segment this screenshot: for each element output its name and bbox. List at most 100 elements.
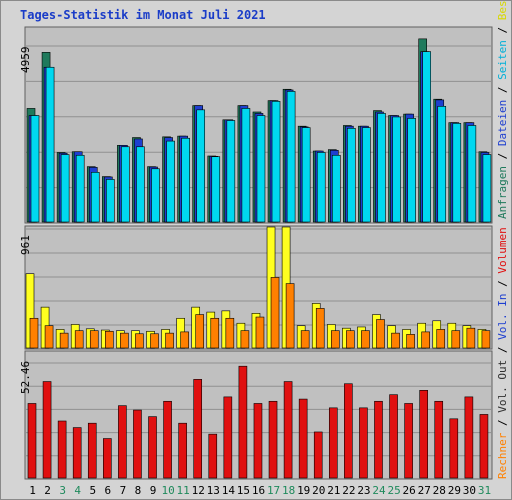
- x-tick-label-day-21: 21: [327, 484, 340, 497]
- top-legend-vertical: Anfragen / Dateien / Seiten / Besuche: [496, 0, 509, 219]
- x-tick-label-day-23: 23: [357, 484, 370, 497]
- bar-rechner-day-3: [59, 332, 69, 349]
- legend-text-3: /: [496, 339, 509, 360]
- x-tick-label-day-25: 25: [387, 484, 400, 497]
- bar-volumen-day-2: [42, 381, 52, 479]
- bar-rechner-day-27: [421, 331, 430, 349]
- bar-seiten-day-7: [121, 146, 130, 223]
- bar-rechner-day-24: [376, 319, 385, 349]
- bar-rechner-day-13: [210, 317, 220, 349]
- x-tick-label-day-1: 1: [29, 484, 36, 497]
- bar-volumen-day-8: [133, 409, 142, 479]
- bar-seiten-day-18: [286, 91, 296, 223]
- bar-seiten-day-15: [241, 108, 251, 223]
- x-tick-label-day-24: 24: [372, 484, 386, 497]
- bar-seiten-day-4: [75, 154, 85, 223]
- bar-seiten-day-2: [45, 66, 55, 223]
- legend-text-4: Vol. In: [496, 293, 509, 340]
- bar-volumen-day-22: [344, 383, 353, 479]
- bar-rechner-day-11: [180, 331, 189, 349]
- x-tick-label-day-6: 6: [105, 484, 112, 497]
- bar-rechner-day-19: [300, 330, 310, 349]
- legend-text-4: Seiten: [496, 40, 509, 80]
- bar-seiten-day-3: [60, 154, 70, 223]
- bar-volumen-day-15: [238, 365, 248, 479]
- legend-text-6: Volumen: [496, 227, 509, 274]
- bar-volumen-day-21: [328, 407, 338, 479]
- bar-rechner-day-15: [240, 330, 250, 349]
- x-tick-label-day-16: 16: [252, 484, 265, 497]
- bar-rechner-day-6: [105, 330, 114, 349]
- legend-text-2: Dateien: [496, 99, 509, 147]
- bar-seiten-day-12: [196, 109, 206, 223]
- bar-seiten-day-23: [362, 127, 371, 223]
- bar-volumen-day-28: [434, 400, 444, 479]
- legend-text-1: /: [496, 412, 509, 433]
- bar-seiten-day-30: [467, 125, 477, 223]
- x-tick-label-day-19: 19: [297, 484, 310, 497]
- bar-rechner-day-9: [150, 333, 159, 349]
- bar-seiten-day-10: [166, 140, 175, 223]
- bar-volumen-day-23: [359, 407, 368, 479]
- bar-rechner-day-14: [225, 317, 235, 349]
- bar-seiten-day-19: [301, 127, 311, 223]
- x-tick-label-day-15: 15: [237, 484, 250, 497]
- bar-volumen-day-12: [193, 379, 203, 479]
- x-tick-label-day-29: 29: [448, 484, 461, 497]
- bar-volumen-day-10: [163, 400, 172, 479]
- legend-text-3: /: [496, 79, 509, 100]
- bar-rechner-day-29: [451, 330, 461, 349]
- x-tick-label-day-13: 13: [207, 484, 220, 497]
- bar-volumen-day-11: [178, 422, 187, 479]
- bar-rechner-day-18: [285, 283, 295, 349]
- bar-seiten-day-25: [392, 116, 401, 223]
- legend-text-0: Rechner: [496, 432, 509, 479]
- bar-seiten-day-14: [226, 120, 236, 223]
- bar-seiten-day-5: [90, 172, 100, 223]
- x-tick-label-day-27: 27: [418, 484, 431, 497]
- x-tick-label-day-5: 5: [89, 484, 96, 497]
- bar-volumen-day-16: [253, 403, 263, 479]
- x-tick-label-day-12: 12: [192, 484, 205, 497]
- bar-rechner-day-17: [270, 277, 280, 349]
- bar-seiten-day-8: [136, 146, 145, 223]
- x-tick-label-day-7: 7: [120, 484, 127, 497]
- legend-text-5: /: [496, 273, 509, 294]
- bar-rechner-day-2: [44, 325, 54, 349]
- bar-rechner-day-28: [436, 329, 446, 349]
- bar-volumen-day-18: [283, 381, 293, 479]
- x-tick-label-day-17: 17: [267, 484, 280, 497]
- legend-text-1: /: [496, 146, 509, 167]
- bar-rechner-day-31: [481, 330, 491, 349]
- bar-rechner-day-12: [195, 314, 205, 349]
- bar-rechner-day-4: [74, 330, 84, 349]
- x-tick-label-day-10: 10: [161, 484, 174, 497]
- bar-volumen-day-4: [72, 427, 82, 479]
- bar-volumen-day-24: [374, 400, 383, 479]
- bar-rechner-day-20: [315, 308, 325, 349]
- x-tick-label-day-20: 20: [312, 484, 325, 497]
- bar-volumen-day-26: [404, 403, 413, 479]
- bar-rechner-day-25: [391, 332, 400, 349]
- bar-seiten-day-27: [422, 51, 431, 223]
- bar-volumen-day-17: [268, 400, 278, 479]
- top-panel-ytick: 4959: [19, 46, 32, 74]
- bar-rechner-day-10: [165, 332, 174, 349]
- bar-volumen-day-6: [103, 438, 112, 479]
- x-tick-label-day-26: 26: [403, 484, 416, 497]
- bar-seiten-day-28: [437, 105, 447, 223]
- bar-seiten-day-26: [407, 118, 416, 223]
- x-tick-label-day-4: 4: [74, 484, 81, 497]
- bar-rechner-day-21: [330, 330, 340, 349]
- x-tick-label-day-2: 2: [44, 484, 51, 497]
- bar-volumen-day-3: [57, 420, 67, 479]
- legend-text-2: Vol. Out: [496, 359, 509, 413]
- bar-seiten-day-31: [482, 154, 492, 223]
- bottom-panel-ytick: 52.46: [19, 360, 32, 394]
- bar-rechner-day-22: [346, 330, 355, 349]
- bar-rechner-day-8: [135, 333, 144, 349]
- bar-seiten-day-17: [271, 101, 281, 223]
- legend-text-6: Besuche: [496, 0, 509, 20]
- x-tick-label-day-9: 9: [150, 484, 157, 497]
